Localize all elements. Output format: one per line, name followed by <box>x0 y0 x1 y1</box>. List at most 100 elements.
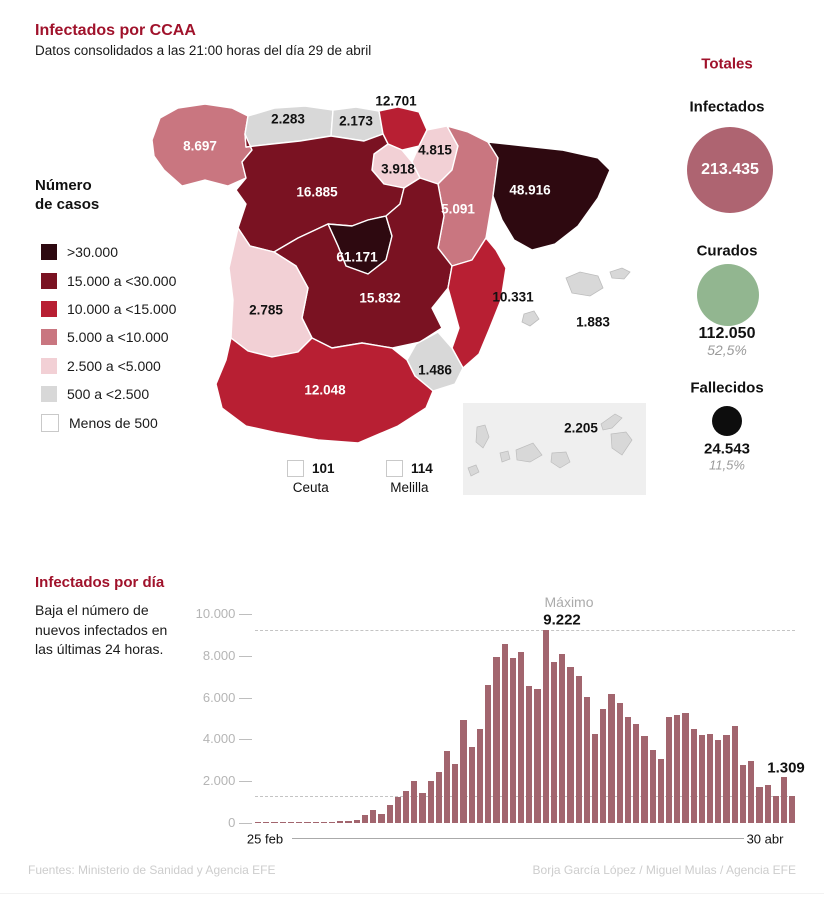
legend-swatch <box>41 386 57 403</box>
y-axis-tick: 6.000 — <box>202 689 252 705</box>
legend-label: Menos de 500 <box>69 414 158 431</box>
bar <box>501 644 508 823</box>
bar <box>304 822 311 823</box>
legend-swatch <box>41 272 57 289</box>
bar <box>542 630 549 823</box>
bar <box>690 729 697 823</box>
bar <box>657 759 664 823</box>
last-value-annotation: 1.309 <box>767 759 805 777</box>
infected-heading: Infectados <box>689 98 765 116</box>
cured-heading: Curados <box>696 242 758 260</box>
daily-infections-bars <box>255 614 796 823</box>
y-axis-tick: 8.000 — <box>202 647 252 663</box>
bar <box>386 805 393 823</box>
ceuta-value: 101 <box>312 461 335 477</box>
bar <box>255 822 262 823</box>
region-label-pais-vasco: 12.701 <box>375 93 417 109</box>
legend-title: Número de casos <box>35 177 100 213</box>
legend-label: 500 a <2.500 <box>67 386 150 403</box>
region-label-murcia: 1.486 <box>418 362 452 378</box>
legend-swatch <box>41 413 59 432</box>
ceuta-block: 101 Ceuta <box>287 460 335 495</box>
bar <box>427 781 434 823</box>
region-label-galicia: 8.697 <box>183 138 217 154</box>
y-axis-tick: 0 — <box>228 815 252 830</box>
region-label-aragon: 5.091 <box>441 201 475 217</box>
bar <box>641 736 648 823</box>
bar <box>353 820 360 823</box>
bar <box>493 657 500 823</box>
bar <box>591 734 599 823</box>
bar <box>452 764 459 823</box>
region-canarias <box>467 413 633 477</box>
region-label-canarias: 2.205 <box>564 420 598 436</box>
melilla-swatch <box>386 460 403 478</box>
bar <box>361 815 369 823</box>
deaths-value: 24.543 <box>704 440 750 458</box>
bar <box>731 726 738 823</box>
region-label-navarra: 4.815 <box>418 142 452 158</box>
ceuta-swatch <box>287 460 304 478</box>
legend-item: 10.000 a <15.000 <box>41 295 176 323</box>
y-axis-tick: 4.000 — <box>202 731 252 747</box>
infected-circle: 213.435 <box>687 127 773 213</box>
y-axis-tick: 2.000 — <box>202 773 252 789</box>
region-label-castilla-la-mancha: 15.832 <box>359 290 401 306</box>
legend-label: 2.500 a <5.000 <box>67 357 161 374</box>
bar <box>739 765 747 823</box>
deaths-circle <box>712 406 742 436</box>
melilla-value: 114 <box>411 461 433 477</box>
bar <box>402 791 410 823</box>
bar <box>600 709 607 823</box>
legend-item: >30.000 <box>41 238 176 266</box>
region-label-c-valenciana: 10.331 <box>492 289 534 305</box>
footer-credits: Borja García López / Miguel Mulas / Agen… <box>532 863 796 877</box>
bar <box>624 717 632 823</box>
chart-title: Infectados por día <box>35 574 165 591</box>
bar <box>723 735 730 823</box>
region-label-cantabria: 2.173 <box>339 113 373 129</box>
bar <box>378 814 385 823</box>
bar <box>756 787 763 823</box>
legend-swatch <box>41 329 57 346</box>
bar <box>271 822 278 823</box>
legend-swatch <box>41 244 57 261</box>
legend-item: 2.500 a <5.000 <box>41 352 176 380</box>
legend-label: 15.000 a <30.000 <box>67 272 177 289</box>
max-annotation-label: Máximo <box>544 594 594 610</box>
legend-swatch <box>41 357 57 374</box>
region-andalucia <box>215 337 434 444</box>
bar <box>707 734 714 823</box>
bar <box>476 729 484 823</box>
legend-item: 5.000 a <10.000 <box>41 323 176 351</box>
bar <box>345 821 352 823</box>
legend-label: 10.000 a <15.000 <box>67 300 177 317</box>
infected-value: 213.435 <box>701 161 759 178</box>
bar <box>534 689 541 823</box>
bar <box>460 720 467 823</box>
bar <box>328 822 336 823</box>
region-label-asturias: 2.283 <box>271 111 305 127</box>
deaths-pct: 11,5% <box>709 457 745 473</box>
page-subtitle: Datos consolidados a las 21:00 horas del… <box>35 43 372 58</box>
bar <box>485 685 492 823</box>
max-reference-line <box>255 630 795 631</box>
bar <box>419 793 426 823</box>
legend-label: >30.000 <box>67 244 118 261</box>
bar <box>263 822 270 823</box>
bar <box>468 747 475 823</box>
bar <box>781 777 788 823</box>
bar <box>337 821 344 823</box>
bar <box>444 751 451 823</box>
region-label-castilla-y-leon: 16.885 <box>296 184 338 200</box>
region-label-madrid: 61.171 <box>336 249 378 265</box>
page-title: Infectados por CCAA <box>35 22 196 39</box>
legend-item: 15.000 a <30.000 <box>41 266 176 294</box>
bar <box>649 750 656 823</box>
bar <box>616 703 623 823</box>
bar <box>411 781 418 823</box>
bar <box>583 697 590 823</box>
bar <box>559 654 566 823</box>
bar <box>772 796 779 823</box>
region-label-baleares: 1.883 <box>576 314 610 330</box>
